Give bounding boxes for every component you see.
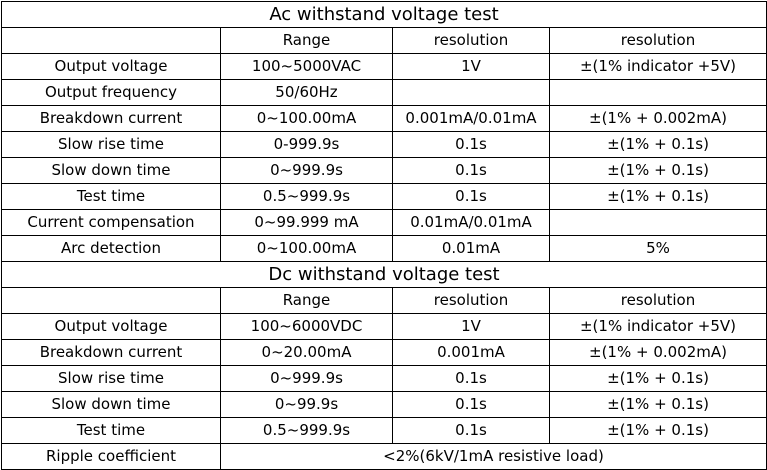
table-row: Breakdown current 0~20.00mA 0.001mA ±(1%…	[1, 339, 767, 366]
dc-header-row: Range resolution resolution	[1, 287, 767, 314]
dc-section-title: Dc withstand voltage test	[1, 261, 767, 288]
parameter-cell: Arc detection	[1, 235, 221, 262]
ac-header-row: Range resolution resolution	[1, 27, 767, 54]
table-row: Output voltage 100~6000VDC 1V ±(1% indic…	[1, 313, 767, 340]
parameter-cell: Current compensation	[1, 209, 221, 236]
range-cell: 100~5000VAC	[220, 53, 393, 80]
range-cell: 50/60Hz	[220, 79, 393, 106]
range-cell: 0~999.9s	[220, 157, 393, 184]
range-cell: 0.5~999.9s	[220, 183, 393, 210]
header-cell	[1, 27, 221, 54]
resolution-cell: 1V	[392, 53, 550, 80]
parameter-cell: Output voltage	[1, 313, 221, 340]
table-row: Output frequency 50/60Hz	[1, 79, 767, 106]
header-cell	[1, 287, 221, 314]
accuracy-cell: 5%	[549, 235, 767, 262]
header-cell: Range	[220, 27, 393, 54]
resolution-cell: 1V	[392, 313, 550, 340]
table-row: Breakdown current 0~100.00mA 0.001mA/0.0…	[1, 105, 767, 132]
accuracy-cell: ±(1% + 0.002mA)	[549, 105, 767, 132]
table-row: Test time 0.5~999.9s 0.1s ±(1% + 0.1s)	[1, 183, 767, 210]
parameter-cell: Breakdown current	[1, 105, 221, 132]
table-row: Current compensation 0~99.999 mA 0.01mA/…	[1, 209, 767, 236]
range-cell: 0-999.9s	[220, 131, 393, 158]
resolution-cell: 0.1s	[392, 183, 550, 210]
table-row: Slow rise time 0~999.9s 0.1s ±(1% + 0.1s…	[1, 365, 767, 392]
parameter-cell: Slow down time	[1, 391, 221, 418]
range-cell: 0~100.00mA	[220, 235, 393, 262]
accuracy-cell: ±(1% + 0.1s)	[549, 417, 767, 444]
parameter-cell: Ripple coefficient	[1, 443, 221, 470]
resolution-cell	[392, 79, 550, 106]
table-row: Slow down time 0~99.9s 0.1s ±(1% + 0.1s)	[1, 391, 767, 418]
table-row: Slow down time 0~999.9s 0.1s ±(1% + 0.1s…	[1, 157, 767, 184]
header-cell: Range	[220, 287, 393, 314]
table-row: Slow rise time 0-999.9s 0.1s ±(1% + 0.1s…	[1, 131, 767, 158]
accuracy-cell: ±(1% + 0.1s)	[549, 391, 767, 418]
ac-section-title: Ac withstand voltage test	[1, 1, 767, 28]
table-row: Output voltage 100~5000VAC 1V ±(1% indic…	[1, 53, 767, 80]
header-cell: resolution	[392, 27, 550, 54]
accuracy-cell: ±(1% + 0.1s)	[549, 157, 767, 184]
dc-title-row: Dc withstand voltage test	[1, 261, 767, 288]
resolution-cell: 0.001mA	[392, 339, 550, 366]
range-cell: 0~99.9s	[220, 391, 393, 418]
resolution-cell: 0.1s	[392, 365, 550, 392]
parameter-cell: Slow down time	[1, 157, 221, 184]
resolution-cell: 0.1s	[392, 417, 550, 444]
parameter-cell: Slow rise time	[1, 131, 221, 158]
parameter-cell: Test time	[1, 417, 221, 444]
range-cell: 0~999.9s	[220, 365, 393, 392]
range-cell: 0~100.00mA	[220, 105, 393, 132]
header-cell: resolution	[549, 287, 767, 314]
accuracy-cell: ±(1% + 0.1s)	[549, 365, 767, 392]
range-cell: 0~20.00mA	[220, 339, 393, 366]
range-cell: 100~6000VDC	[220, 313, 393, 340]
range-cell: 0~99.999 mA	[220, 209, 393, 236]
accuracy-cell: ±(1% indicator +5V)	[549, 53, 767, 80]
resolution-cell: 0.001mA/0.01mA	[392, 105, 550, 132]
accuracy-cell: ±(1% indicator +5V)	[549, 313, 767, 340]
resolution-cell: 0.1s	[392, 131, 550, 158]
table-row: Test time 0.5~999.9s 0.1s ±(1% + 0.1s)	[1, 417, 767, 444]
ripple-value-cell: <2%(6kV/1mA resistive load)	[220, 443, 767, 470]
accuracy-cell	[549, 79, 767, 106]
parameter-cell: Test time	[1, 183, 221, 210]
parameter-cell: Output frequency	[1, 79, 221, 106]
accuracy-cell: ±(1% + 0.002mA)	[549, 339, 767, 366]
parameter-cell: Output voltage	[1, 53, 221, 80]
table-row: Arc detection 0~100.00mA 0.01mA 5%	[1, 235, 767, 262]
resolution-cell: 0.1s	[392, 157, 550, 184]
ripple-row: Ripple coefficient <2%(6kV/1mA resistive…	[1, 443, 767, 470]
ac-title-row: Ac withstand voltage test	[1, 1, 767, 28]
header-cell: resolution	[549, 27, 767, 54]
resolution-cell: 0.01mA/0.01mA	[392, 209, 550, 236]
resolution-cell: 0.01mA	[392, 235, 550, 262]
resolution-cell: 0.1s	[392, 391, 550, 418]
parameter-cell: Breakdown current	[1, 339, 221, 366]
accuracy-cell: ±(1% + 0.1s)	[549, 183, 767, 210]
range-cell: 0.5~999.9s	[220, 417, 393, 444]
parameter-cell: Slow rise time	[1, 365, 221, 392]
accuracy-cell: ±(1% + 0.1s)	[549, 131, 767, 158]
header-cell: resolution	[392, 287, 550, 314]
accuracy-cell	[549, 209, 767, 236]
